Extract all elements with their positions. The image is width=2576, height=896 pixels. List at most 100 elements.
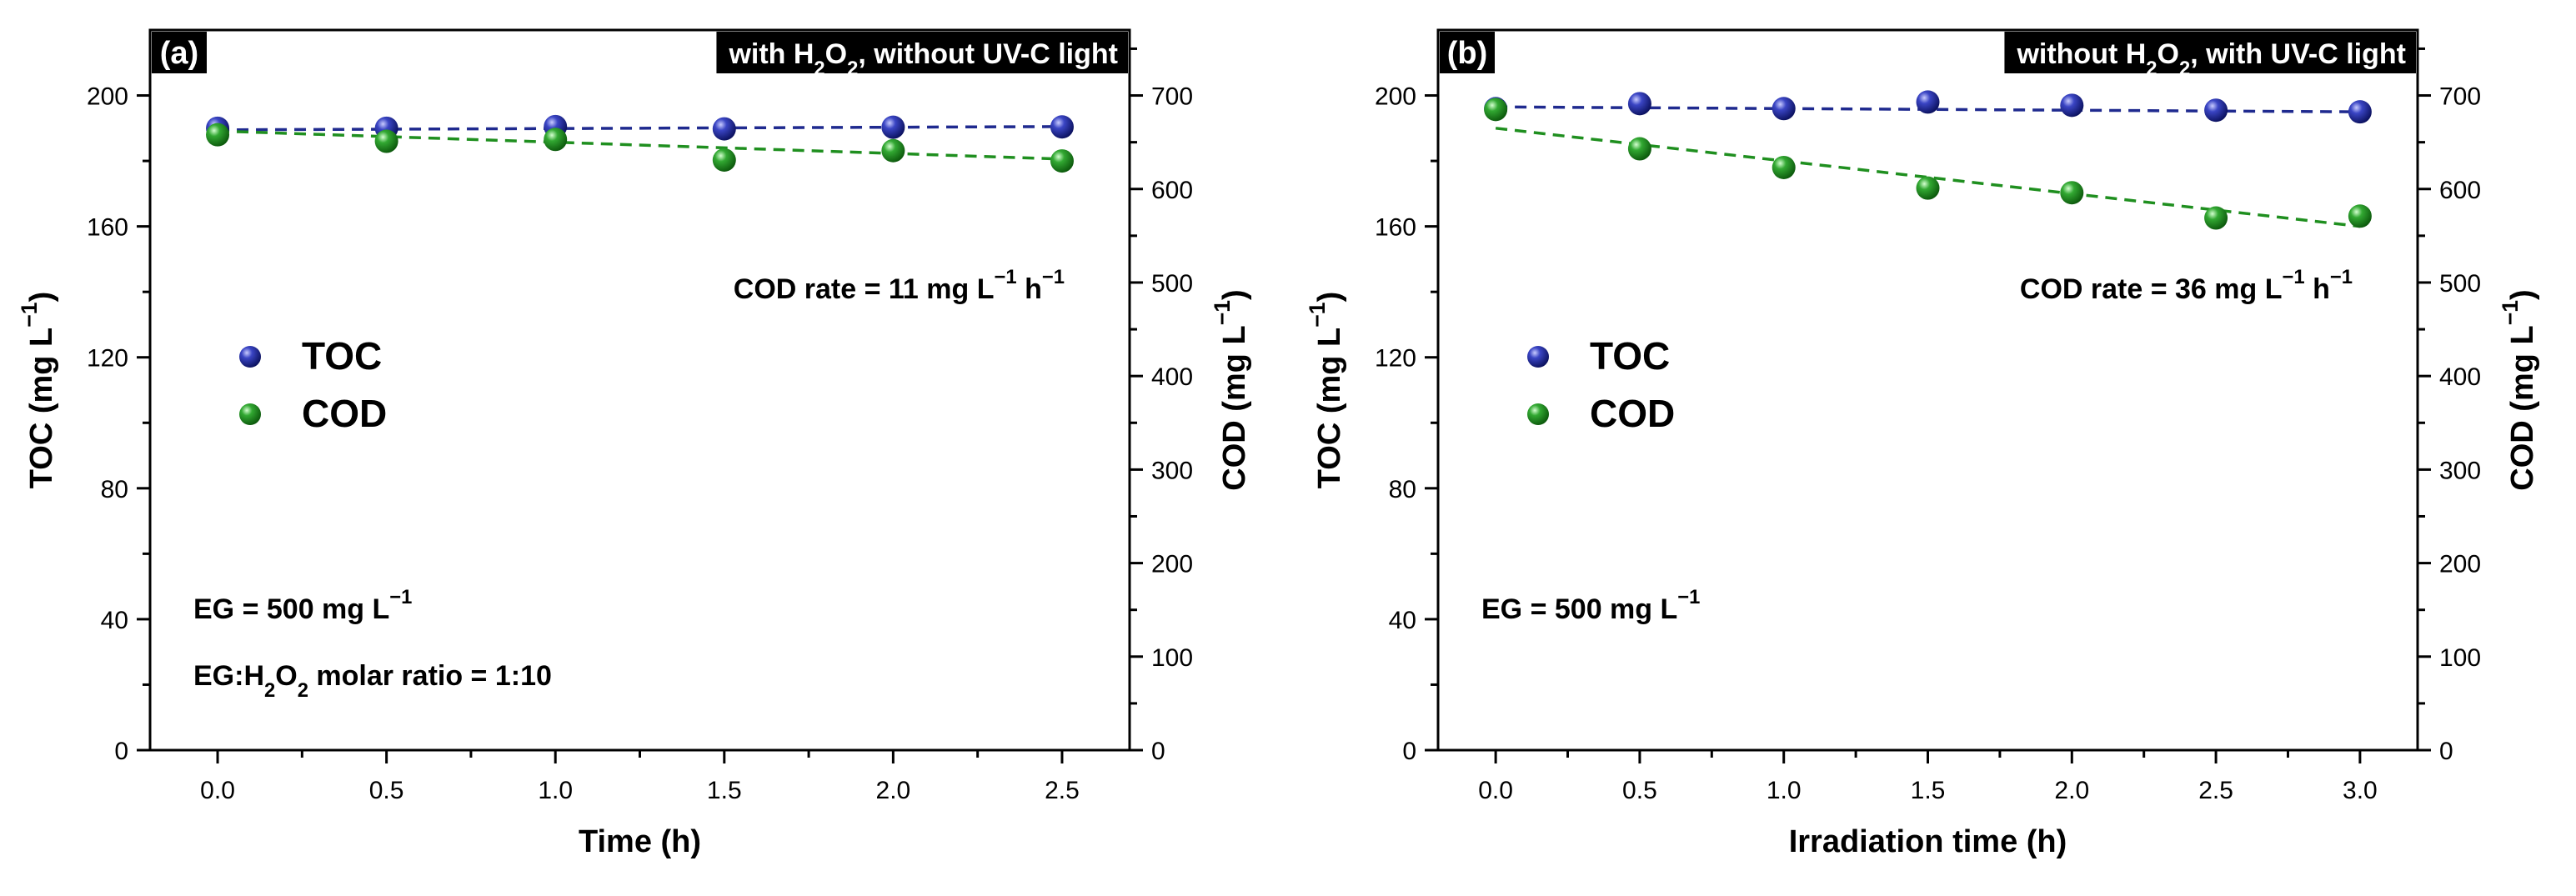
data-point-cod: [2060, 181, 2084, 205]
x-tick-label: 0.0: [200, 777, 235, 804]
x-tick-label: 1.0: [538, 777, 573, 804]
legend-marker-toc: [1527, 346, 1549, 368]
data-point-cod: [1916, 176, 1940, 200]
molar-ratio-annotation: EG:H2O2 molar ratio = 1:10: [193, 660, 552, 702]
y-left-tick-label: 0: [114, 738, 128, 765]
y-right-tick-label: 100: [1151, 644, 1193, 672]
plot-frame: [148, 28, 1131, 752]
panel-label-badge: [1440, 32, 1495, 73]
x-axis-label: Irradiation time (h): [1789, 824, 2067, 859]
data-point-cod: [1627, 137, 1651, 161]
data-point-toc: [1772, 97, 1796, 121]
y-right-tick-label: 100: [2439, 644, 2481, 672]
data-point-toc: [1627, 92, 1651, 116]
y-left-tick-label: 0: [1402, 738, 1416, 765]
y-right-tick-label: 0: [1151, 738, 1165, 765]
data-point-cod: [881, 138, 905, 163]
legend-marker-cod: [239, 403, 261, 425]
data-point-cod: [2204, 206, 2228, 230]
y-right-tick-label: 0: [2439, 738, 2453, 765]
eg-concentration-annotation: EG = 500 mg L−1: [193, 586, 412, 625]
y-left-tick-label: 40: [101, 607, 128, 634]
x-tick-label: 3.0: [2343, 777, 2378, 804]
data-point-cod: [1050, 149, 1074, 173]
y-right-axis-label: COD (mg L−1): [1210, 289, 1252, 490]
data-point-cod: [2348, 204, 2372, 228]
y-left-axis-label: TOC (mg L−1): [1305, 292, 1347, 489]
data-point-toc: [881, 115, 905, 139]
eg-concentration-annotation: EG = 500 mg L−1: [1481, 586, 1700, 625]
legend-label-cod: COD: [1590, 392, 1675, 435]
y-left-tick-label: 200: [1375, 83, 1416, 111]
y-right-tick-label: 500: [2439, 270, 2481, 298]
y-right-tick-label: 300: [2439, 457, 2481, 484]
data-point-toc: [2204, 98, 2228, 123]
condition-banner: without H2O2, with UV-C light: [2004, 32, 2416, 80]
panel-label-badge: [152, 32, 207, 73]
y-right-tick-label: 700: [2439, 83, 2481, 111]
x-tick-label: 0.5: [1622, 777, 1657, 804]
panel-b: 0.0 0.5 1.0 1.5 2.0 2.5 3.0 0 40 80 120 160 200 0 100 2…: [1305, 28, 2540, 859]
y-right-tick-label: 600: [1151, 177, 1193, 204]
y-right-tick-label: 300: [1151, 457, 1193, 484]
data-point-toc: [712, 117, 736, 141]
data-point-toc: [1050, 115, 1074, 139]
panel-label: (b): [1447, 36, 1488, 71]
x-tick-label: 0.5: [369, 777, 404, 804]
cod-rate-annotation: COD rate = 36 mg L−1 h−1: [2020, 266, 2353, 305]
data-point-cod: [374, 129, 398, 153]
y-left-tick-label: 80: [1389, 476, 1416, 503]
legend-label-toc: TOC: [302, 334, 382, 378]
panel-label: (a): [160, 36, 198, 71]
condition-banner: with H2O2, without UV-C light: [716, 32, 1128, 80]
x-tick-label: 2.5: [1045, 777, 1080, 804]
y-left-tick-label: 120: [87, 345, 128, 373]
data-point-toc: [2060, 93, 2084, 118]
y-right-tick-label: 200: [1151, 551, 1193, 578]
x-axis-label: Time (h): [579, 824, 701, 859]
fit-line-toc: [218, 125, 1062, 132]
legend-marker-toc: [239, 346, 261, 368]
x-tick-label: 0.0: [1478, 777, 1513, 804]
data-point-toc: [1916, 90, 1940, 114]
y-right-tick-label: 200: [2439, 551, 2481, 578]
condition-banner-bg: [716, 32, 1128, 73]
condition-banner-bg: [2004, 32, 2416, 73]
y-right-tick-label: 500: [1151, 270, 1193, 298]
y-right-tick-label: 400: [2439, 363, 2481, 391]
data-point-cod: [712, 148, 736, 172]
y-left-tick-label: 200: [87, 83, 128, 111]
x-tick-label: 1.5: [707, 777, 742, 804]
y-left-tick-label: 80: [101, 476, 128, 503]
y-right-tick-label: 700: [1151, 83, 1193, 111]
condition-title: with H2O2, without UV-C light: [728, 38, 1118, 80]
data-point-cod: [1772, 155, 1796, 179]
y-right-tick-label: 600: [2439, 177, 2481, 204]
x-tick-label: 2.0: [2054, 777, 2089, 804]
x-tick-label: 1.5: [1911, 777, 1946, 804]
plot-frame: [1436, 28, 2419, 752]
x-tick-label: 2.0: [876, 777, 911, 804]
y-right-tick-label: 400: [1151, 363, 1193, 391]
legend-marker-cod: [1527, 403, 1549, 425]
legend-label-toc: TOC: [1590, 334, 1670, 378]
y-right-axis-label: COD (mg L−1): [2498, 289, 2540, 490]
x-tick-label: 1.0: [1767, 777, 1802, 804]
fit-line-cod: [217, 129, 1063, 161]
y-left-tick-label: 120: [1375, 345, 1416, 373]
data-point-toc: [2348, 100, 2372, 124]
y-left-tick-label: 160: [1375, 214, 1416, 242]
panel-a: 0.0 0.5 1.0 1.5 2.0 2.5 0 40 80 120 160 200 0 100 200 3…: [17, 28, 1252, 859]
data-point-cod: [1484, 98, 1508, 122]
data-point-cod: [544, 128, 568, 152]
y-left-tick-label: 40: [1389, 607, 1416, 634]
y-left-axis-label: TOC (mg L−1): [17, 292, 59, 489]
y-left-tick-label: 160: [87, 214, 128, 242]
cod-rate-annotation: COD rate = 11 mg L−1 h−1: [734, 266, 1065, 305]
legend-label-cod: COD: [302, 392, 387, 435]
data-point-cod: [206, 123, 230, 147]
x-tick-label: 2.5: [2198, 777, 2233, 804]
condition-title: without H2O2, with UV-C light: [2016, 38, 2406, 80]
